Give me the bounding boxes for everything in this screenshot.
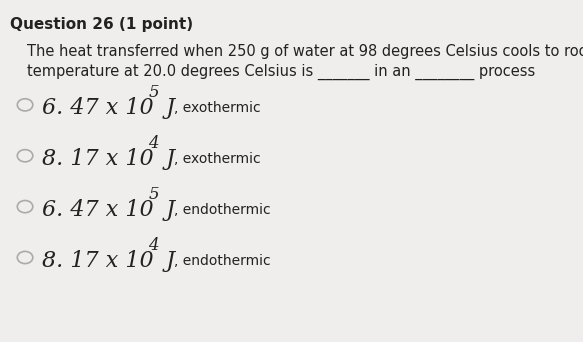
Text: The heat transferred when 250 g of water at 98 degrees Celsius cools to room: The heat transferred when 250 g of water… [27,44,583,59]
Text: 4: 4 [149,135,159,153]
Text: 5: 5 [149,186,159,203]
Text: 6. 47 x 10: 6. 47 x 10 [42,199,154,221]
Text: 4: 4 [149,237,159,254]
Text: Question 26 (1 point): Question 26 (1 point) [10,17,193,32]
Text: J: J [159,250,175,272]
Text: 8. 17 x 10: 8. 17 x 10 [42,250,154,272]
Text: J: J [159,97,175,119]
Text: 6. 47 x 10: 6. 47 x 10 [42,97,154,119]
Text: , endothermic: , endothermic [174,203,271,217]
Text: 8. 17 x 10: 8. 17 x 10 [42,148,154,170]
Text: J: J [159,148,175,170]
Text: , endothermic: , endothermic [174,254,271,268]
Text: J: J [159,199,175,221]
Text: , exothermic: , exothermic [174,152,261,166]
Text: temperature at 20.0 degrees Celsius is _______ in an ________ process: temperature at 20.0 degrees Celsius is _… [27,64,535,80]
Text: , exothermic: , exothermic [174,101,261,115]
Text: 5: 5 [149,84,159,102]
